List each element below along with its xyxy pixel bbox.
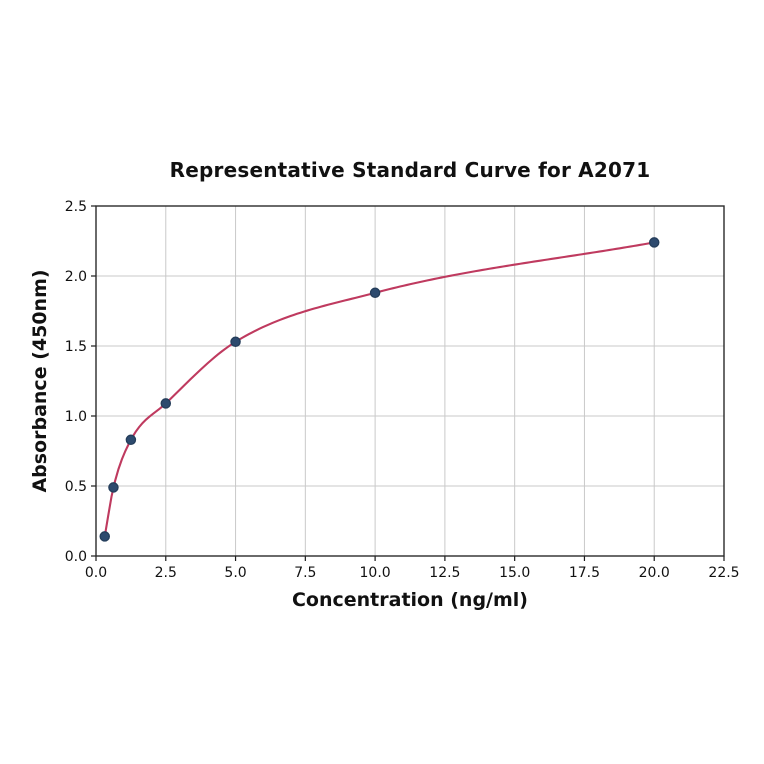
svg-text:2.5: 2.5: [155, 565, 177, 581]
svg-text:10.0: 10.0: [360, 565, 391, 581]
svg-text:2.0: 2.0: [65, 269, 87, 285]
data-point-marker: [125, 434, 137, 446]
fit-curve-line: [103, 241, 656, 538]
data-points: [99, 237, 660, 542]
svg-text:22.5: 22.5: [708, 565, 739, 581]
data-point-marker: [160, 398, 172, 409]
x-axis-label: Concentration (ng/ml): [291, 589, 528, 611]
data-point-marker: [648, 237, 660, 248]
grid-lines: [96, 206, 724, 556]
x-tick-labels: 0.0 2.5 5.0 7.5 10.0 12.5 15.0 17.5 20.0 22.5: [85, 565, 740, 581]
svg-text:5.0: 5.0: [224, 565, 246, 581]
data-point-marker: [369, 287, 381, 299]
svg-text:0.0: 0.0: [65, 549, 87, 565]
chart-title: Representative Standard Curve for A2071: [169, 158, 651, 182]
svg-text:15.0: 15.0: [499, 565, 530, 581]
svg-text:2.5: 2.5: [65, 199, 87, 215]
svg-text:12.5: 12.5: [429, 565, 460, 581]
svg-text:0.0: 0.0: [85, 565, 107, 581]
svg-text:20.0: 20.0: [639, 565, 670, 581]
data-point-marker: [108, 482, 119, 493]
svg-text:1.0: 1.0: [65, 409, 87, 425]
plot-frame: [95, 205, 725, 557]
svg-text:7.5: 7.5: [294, 565, 316, 581]
y-tick-labels: 0.0 0.5 1.0 1.5 2.0 2.5: [65, 199, 87, 565]
data-point-marker: [99, 531, 110, 542]
data-point-marker: [230, 336, 241, 348]
svg-text:0.5: 0.5: [65, 479, 87, 495]
axis-ticks: [91, 205, 725, 561]
svg-text:17.5: 17.5: [569, 565, 600, 581]
svg-text:1.5: 1.5: [65, 339, 87, 355]
